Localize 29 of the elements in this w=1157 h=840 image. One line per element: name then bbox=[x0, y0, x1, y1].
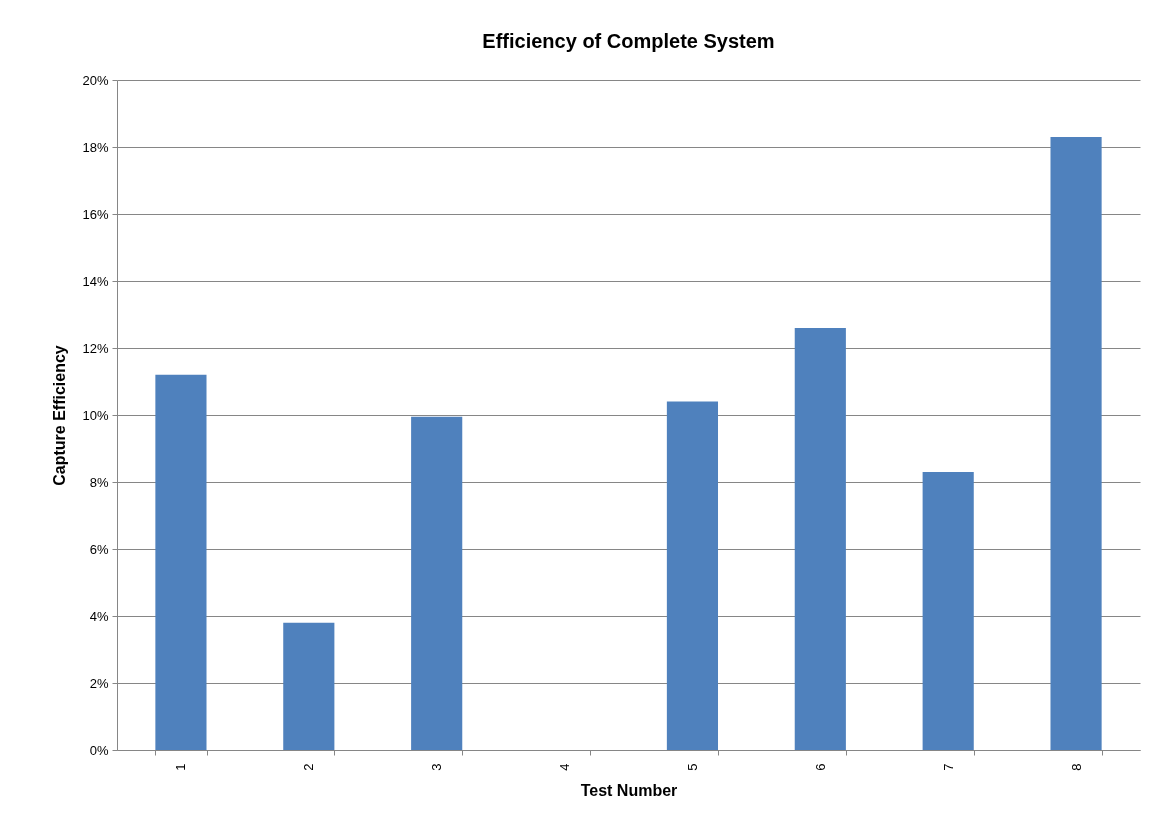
bar bbox=[155, 374, 207, 750]
bar bbox=[922, 471, 974, 750]
y-tick-label: 20% bbox=[82, 72, 109, 88]
x-tick-label: 6 bbox=[812, 763, 828, 771]
y-tick-label: 8% bbox=[89, 474, 109, 490]
y-tick-label: 0% bbox=[89, 742, 109, 758]
y-tick-label: 18% bbox=[82, 139, 109, 155]
y-tick-label: 4% bbox=[89, 608, 109, 624]
bar bbox=[411, 416, 463, 750]
x-tick-label: 4 bbox=[557, 763, 573, 771]
x-tick-label: 3 bbox=[429, 763, 445, 771]
y-tick-label: 12% bbox=[82, 340, 109, 356]
chart-title: Efficiency of Complete System bbox=[482, 30, 775, 52]
y-axis-title: Capture Efficiency bbox=[51, 345, 69, 486]
x-tick-label: 8 bbox=[1068, 763, 1084, 771]
bar bbox=[283, 622, 335, 750]
x-tick-label: 2 bbox=[301, 763, 317, 771]
x-axis-title: Test Number bbox=[580, 781, 678, 799]
bar bbox=[666, 401, 719, 750]
y-tick-label: 14% bbox=[82, 273, 109, 289]
y-tick-label: 6% bbox=[89, 541, 109, 557]
x-tick-label: 1 bbox=[173, 763, 189, 771]
x-tick-label: 5 bbox=[684, 763, 700, 771]
x-tick-label: 7 bbox=[940, 763, 956, 771]
bar bbox=[794, 327, 846, 750]
y-tick-label: 2% bbox=[89, 675, 109, 691]
y-tick-label: 16% bbox=[82, 206, 109, 222]
bar bbox=[1050, 136, 1102, 750]
y-tick-label: 10% bbox=[82, 407, 109, 423]
